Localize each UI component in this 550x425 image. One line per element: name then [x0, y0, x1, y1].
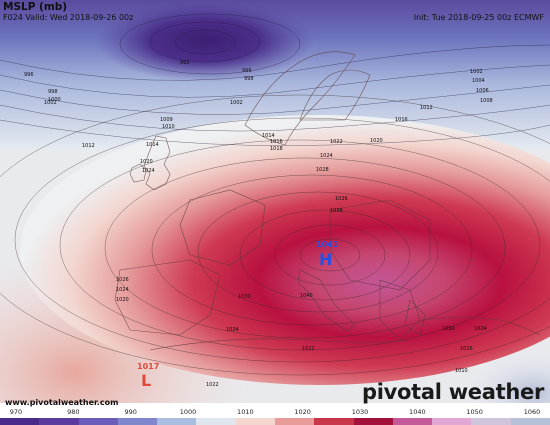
svg-text:1010: 1010 [455, 368, 468, 374]
svg-text:1020: 1020 [370, 138, 383, 144]
low-pressure-center: 1017 L [137, 362, 159, 390]
svg-text:1012: 1012 [420, 105, 433, 111]
colorbar-band [471, 418, 512, 425]
colorbar-tick-label: 1050 [466, 408, 483, 416]
svg-text:998: 998 [244, 76, 254, 82]
svg-text:1024: 1024 [142, 168, 155, 174]
svg-text:1020: 1020 [116, 297, 129, 303]
svg-text:1022: 1022 [206, 382, 219, 388]
high-pressure-center: 1041 H [316, 240, 339, 269]
svg-text:1028: 1028 [316, 167, 329, 173]
svg-text:1022: 1022 [302, 346, 315, 352]
colorbar-tick-label: 1020 [294, 408, 311, 416]
svg-text:1024: 1024 [226, 327, 239, 333]
svg-text:1030: 1030 [238, 294, 251, 300]
mslp-map: 992 996 998 996 998 1000 1002 1002 1009 … [0, 0, 550, 403]
colorbar-band [314, 418, 355, 425]
colorbar-tick-label: 970 [9, 408, 23, 416]
map-title: MSLP (mb) [3, 1, 68, 13]
svg-text:1012: 1012 [82, 143, 95, 149]
svg-text:1026: 1026 [335, 196, 348, 202]
isobars-north [0, 13, 550, 146]
svg-text:1024: 1024 [474, 326, 487, 332]
svg-text:1024: 1024 [320, 153, 333, 159]
init-time: Init: Tue 2018-09-25 00z ECMWF [413, 13, 544, 22]
svg-text:1050: 1050 [442, 326, 455, 332]
colorbar-band [157, 418, 197, 425]
svg-text:1038: 1038 [330, 208, 343, 214]
svg-text:1006: 1006 [476, 88, 489, 94]
colorbar-tick-label: 1030 [351, 408, 369, 416]
colorbar-tick-label: 1000 [179, 408, 197, 416]
colorbar-tick-label: 1040 [409, 408, 426, 416]
svg-text:1002: 1002 [44, 100, 57, 106]
colorbar-band [78, 418, 119, 425]
colorbar-tick-label: 1010 [237, 408, 254, 416]
svg-text:1014: 1014 [262, 133, 275, 139]
svg-text:1026: 1026 [116, 277, 129, 283]
colorbar-band [117, 418, 158, 425]
svg-text:996: 996 [242, 68, 252, 74]
svg-text:1016: 1016 [270, 139, 283, 145]
low-pressure-letter: L [141, 371, 151, 390]
deep-low-area [95, 0, 315, 82]
svg-text:1009: 1009 [160, 117, 173, 123]
colorbar-band [432, 418, 472, 425]
svg-text:1000: 1000 [48, 97, 61, 103]
svg-text:1008: 1008 [480, 98, 493, 104]
svg-text:996: 996 [24, 72, 34, 78]
colorbar-band [235, 418, 276, 425]
svg-text:1002: 1002 [230, 100, 243, 106]
colorbar-band [39, 418, 80, 425]
svg-text:1022: 1022 [330, 139, 343, 145]
pivotal-weather-logo: pivotal weather [362, 380, 544, 404]
svg-text:1016: 1016 [460, 346, 473, 352]
svg-text:992: 992 [180, 60, 190, 66]
land-borders [114, 51, 541, 351]
colorbar-tick-label: 990 [124, 408, 137, 416]
map-header: MSLP (mb) F024 Valid: Wed 2018-09-26 00z… [0, 0, 550, 24]
pressure-colorbar: 970 980 990 1000 1010 1020 1030 1040 1050 1060 [0, 406, 550, 425]
colorbar-band [0, 418, 40, 425]
svg-text:1004: 1004 [472, 78, 485, 84]
high-pressure-dome [20, 115, 550, 385]
website-url[interactable]: www.pivotalweather.com [5, 398, 119, 407]
colorbar-tick-label: 1060 [523, 408, 541, 416]
svg-text:1018: 1018 [270, 146, 283, 152]
svg-text:1016: 1016 [395, 117, 408, 123]
valid-time: F024 Valid: Wed 2018-09-26 00z [3, 13, 134, 22]
svg-text:1020: 1020 [140, 159, 153, 165]
low-pressure-value: 1017 [137, 362, 159, 371]
svg-text:1010: 1010 [162, 124, 175, 130]
colorbar-band [353, 418, 394, 425]
colorbar-band [392, 418, 433, 425]
colorbar-band [196, 418, 237, 425]
svg-text:998: 998 [48, 89, 58, 95]
high-pressure-value: 1041 [316, 240, 339, 249]
svg-text:1014: 1014 [146, 142, 159, 148]
isobar-labels: 992 996 998 996 998 1000 1002 1002 1009 … [24, 60, 493, 388]
svg-text:1002: 1002 [470, 69, 483, 75]
colorbar-band [510, 418, 550, 425]
high-pressure-letter: H [319, 250, 332, 269]
svg-text:1024: 1024 [116, 287, 129, 293]
colorbar-tick-label: 980 [67, 408, 80, 416]
svg-text:1040: 1040 [300, 293, 313, 299]
colorbar-band [275, 418, 315, 425]
